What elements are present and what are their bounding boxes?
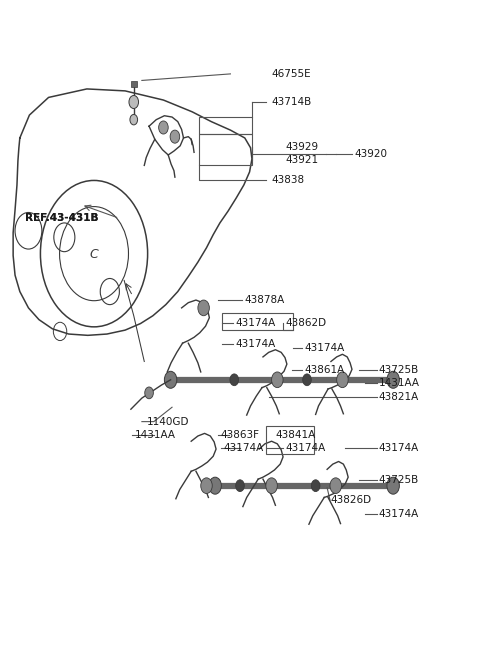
Text: 43841A: 43841A bbox=[276, 430, 316, 440]
Text: 43878A: 43878A bbox=[245, 295, 285, 305]
Text: 43821A: 43821A bbox=[379, 392, 419, 402]
Text: 43174A: 43174A bbox=[235, 339, 276, 349]
Text: 43714B: 43714B bbox=[271, 97, 312, 107]
Text: 43861A: 43861A bbox=[305, 365, 345, 375]
Circle shape bbox=[336, 372, 348, 388]
Bar bbox=[199, 134, 252, 166]
Text: 43174A: 43174A bbox=[286, 443, 326, 453]
Text: 43826D: 43826D bbox=[331, 495, 372, 505]
Circle shape bbox=[164, 371, 177, 388]
Circle shape bbox=[170, 130, 180, 143]
Text: 43174A: 43174A bbox=[379, 443, 419, 453]
Circle shape bbox=[236, 480, 244, 491]
Circle shape bbox=[209, 477, 221, 494]
Text: 43929: 43929 bbox=[286, 142, 319, 152]
Circle shape bbox=[272, 372, 283, 388]
Text: 43921: 43921 bbox=[286, 155, 319, 164]
Text: 1431AA: 1431AA bbox=[135, 430, 176, 440]
Text: 43725B: 43725B bbox=[379, 476, 419, 485]
Circle shape bbox=[387, 371, 399, 388]
Circle shape bbox=[158, 121, 168, 134]
Text: 43725B: 43725B bbox=[379, 365, 419, 375]
Circle shape bbox=[330, 478, 341, 493]
Text: 43174A: 43174A bbox=[305, 343, 345, 353]
Circle shape bbox=[230, 374, 239, 386]
Bar bbox=[199, 117, 252, 134]
Circle shape bbox=[129, 96, 139, 109]
Text: 43174A: 43174A bbox=[379, 509, 419, 519]
Text: 43174A: 43174A bbox=[235, 318, 276, 328]
Text: 43920: 43920 bbox=[355, 149, 388, 159]
Text: C: C bbox=[90, 248, 98, 261]
Text: REF.43-431B: REF.43-431B bbox=[24, 214, 98, 223]
Text: 43862D: 43862D bbox=[286, 318, 326, 328]
Bar bbox=[222, 313, 293, 330]
Circle shape bbox=[312, 480, 320, 491]
Circle shape bbox=[387, 477, 399, 494]
Text: REF.43-431B: REF.43-431B bbox=[24, 214, 98, 223]
Circle shape bbox=[130, 115, 138, 125]
Text: 43863F: 43863F bbox=[221, 430, 260, 440]
Circle shape bbox=[303, 374, 312, 386]
Circle shape bbox=[266, 478, 277, 493]
Text: 1140GD: 1140GD bbox=[147, 417, 189, 426]
Text: 43174A: 43174A bbox=[223, 443, 264, 453]
Circle shape bbox=[201, 478, 212, 493]
Text: 46755E: 46755E bbox=[271, 69, 311, 79]
Circle shape bbox=[198, 300, 209, 316]
Bar bbox=[266, 426, 314, 455]
Circle shape bbox=[145, 387, 154, 399]
Text: 43838: 43838 bbox=[271, 175, 304, 185]
Text: 1431AA: 1431AA bbox=[379, 378, 420, 388]
